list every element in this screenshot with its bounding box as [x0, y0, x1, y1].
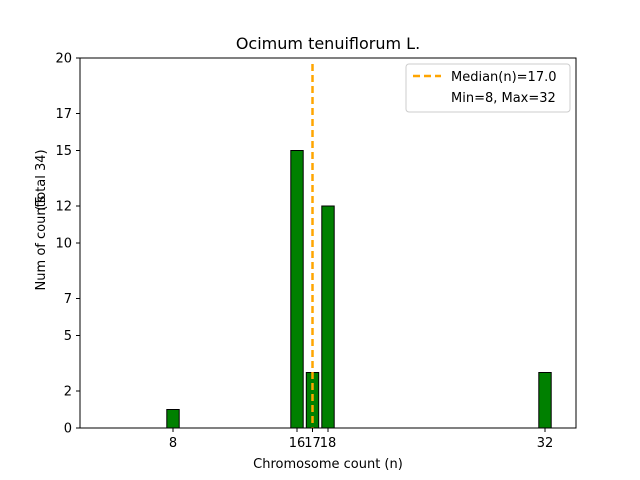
- y-axis-label-group: Num of counts: [34, 195, 49, 290]
- x-tick-label: 18: [320, 436, 337, 451]
- bars-layer: [166, 150, 552, 429]
- y-tick-label: 20: [55, 52, 72, 67]
- legend: Median(n)=17.0 Min=8, Max=32: [405, 63, 571, 113]
- y-tick-label: 5: [64, 329, 72, 344]
- y-tick-label: 7: [64, 292, 72, 307]
- y-tick-label: 2: [64, 385, 72, 400]
- legend-box: [405, 63, 571, 113]
- y-axis-total-note: (Total 34): [34, 149, 49, 210]
- bar-n-32: [538, 372, 552, 429]
- y-tick-label: 0: [64, 422, 72, 437]
- y-axis-ticks: 0 2 5 7 10 12 15 17 20: [55, 52, 80, 437]
- y-tick-label: 17: [55, 107, 72, 122]
- x-tick-label: 32: [537, 436, 554, 451]
- chart-title: Ocimum tenuiflorum L.: [236, 34, 420, 53]
- y-axis-note-group: (Total 34): [34, 149, 49, 210]
- legend-min-max-label: Min=8, Max=32: [451, 91, 556, 106]
- x-tick-label: 8: [169, 436, 177, 451]
- bar-n-18: [321, 205, 335, 429]
- bar-n-16: [290, 150, 304, 429]
- y-tick-label: 15: [55, 144, 72, 159]
- y-tick-label: 12: [55, 200, 72, 215]
- x-axis-label: Chromosome count (n): [253, 457, 403, 472]
- legend-median-label: Median(n)=17.0: [451, 70, 557, 85]
- y-tick-label: 10: [55, 237, 72, 252]
- x-tick-label: 17: [304, 436, 321, 451]
- x-tick-label: 16: [289, 436, 306, 451]
- bar-n-8: [166, 409, 180, 429]
- y-axis-label: Num of counts: [34, 195, 49, 290]
